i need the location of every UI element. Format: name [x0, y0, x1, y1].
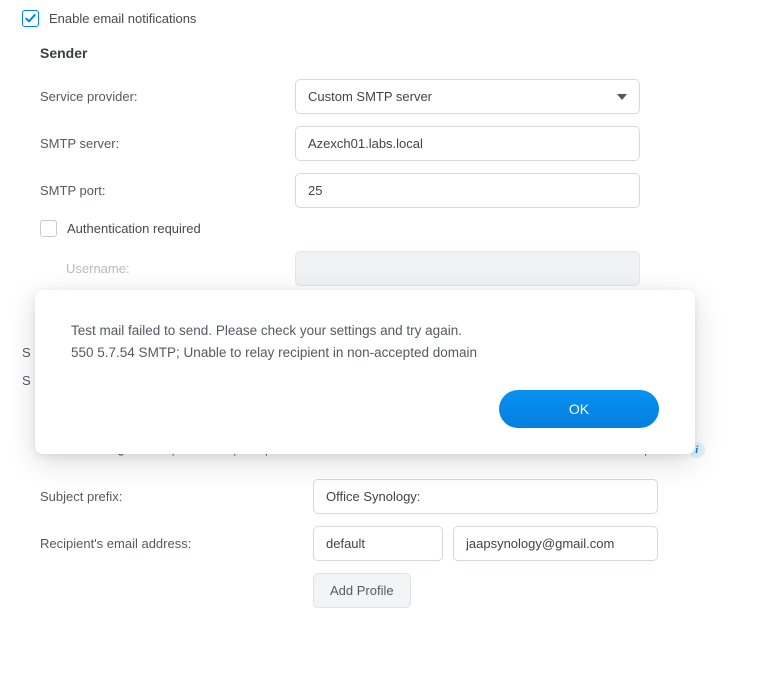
error-dialog-actions: OK — [71, 390, 659, 428]
check-icon — [25, 13, 36, 24]
obscured-row-1: S — [22, 345, 31, 360]
sender-heading: Sender — [40, 45, 746, 61]
smtp-server-row: SMTP server: — [22, 126, 746, 161]
enable-email-checkbox[interactable] — [22, 10, 39, 27]
smtp-port-row: SMTP port: — [22, 173, 746, 208]
ok-button[interactable]: OK — [499, 390, 659, 428]
username-row: Username: — [22, 251, 746, 286]
recipient-profile-input[interactable] — [313, 526, 443, 561]
recipient-email-input[interactable] — [453, 526, 658, 561]
error-dialog-text: Test mail failed to send. Please check y… — [71, 320, 659, 364]
auth-required-row: Authentication required — [22, 220, 746, 237]
subject-prefix-label: Subject prefix: — [40, 489, 313, 504]
subject-prefix-input[interactable] — [313, 479, 658, 514]
username-label: Username: — [66, 261, 295, 276]
add-profile-row: Add Profile — [40, 573, 746, 608]
smtp-port-input[interactable] — [295, 173, 640, 208]
error-line-1: Test mail failed to send. Please check y… — [71, 320, 659, 342]
enable-email-label: Enable email notifications — [49, 11, 196, 26]
auth-required-label: Authentication required — [67, 221, 201, 236]
error-line-2: 550 5.7.54 SMTP; Unable to relay recipie… — [71, 342, 659, 364]
add-profile-button[interactable]: Add Profile — [313, 573, 411, 608]
enable-email-checkbox-row: Enable email notifications — [22, 10, 746, 27]
smtp-server-label: SMTP server: — [40, 136, 295, 151]
username-input — [295, 251, 640, 286]
smtp-port-label: SMTP port: — [40, 183, 295, 198]
service-provider-label: Service provider: — [40, 89, 295, 104]
recipient-email-row: Recipient's email address: — [40, 526, 746, 561]
chevron-down-icon — [617, 94, 627, 100]
subject-prefix-row: Subject prefix: — [40, 479, 746, 514]
obscured-row-2: S — [22, 373, 31, 388]
service-provider-value: Custom SMTP server — [308, 89, 432, 104]
service-provider-select[interactable]: Custom SMTP server — [295, 79, 640, 114]
auth-required-checkbox[interactable] — [40, 220, 57, 237]
smtp-server-input[interactable] — [295, 126, 640, 161]
recipient-email-label: Recipient's email address: — [40, 536, 313, 551]
service-provider-row: Service provider: Custom SMTP server — [22, 79, 746, 114]
error-dialog: Test mail failed to send. Please check y… — [35, 290, 695, 454]
